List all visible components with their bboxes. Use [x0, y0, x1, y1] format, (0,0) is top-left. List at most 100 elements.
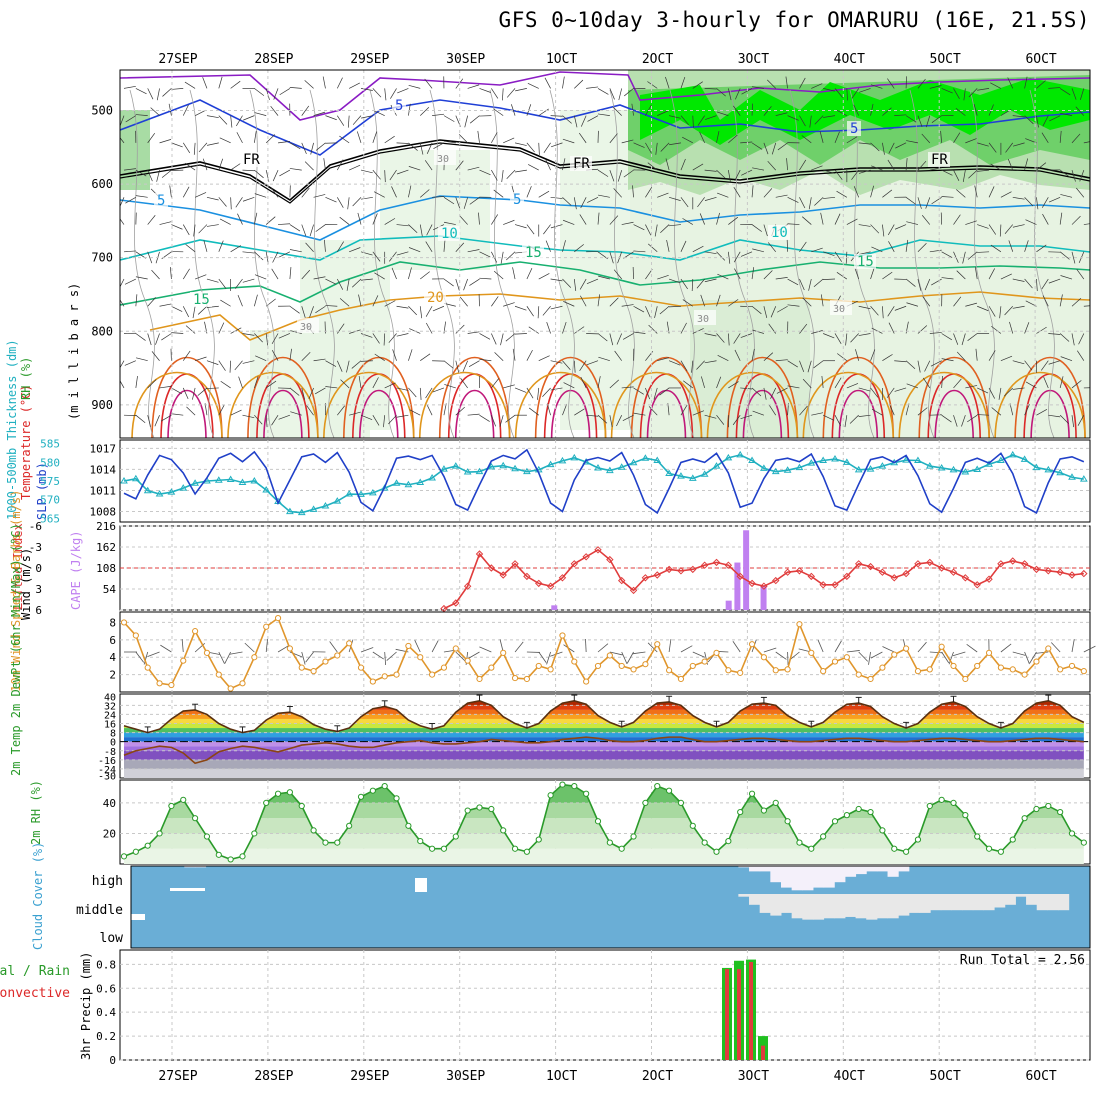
- wind-barb: [767, 79, 776, 89]
- slp-ytick-label: 1017: [90, 442, 117, 455]
- wind-barb: [631, 103, 634, 116]
- wind-barb: [586, 360, 599, 366]
- wind-speed-marker: [286, 645, 293, 652]
- wind-speed-marker: [571, 658, 578, 665]
- lifted-index-marker: [665, 565, 673, 574]
- t2-ylabel: 2m Temp 2m DewPt (6hr Min/Max) (°C): [9, 523, 23, 776]
- surface-wind-barb: [647, 642, 658, 653]
- wind-barb: [858, 333, 871, 336]
- precip-ytick-label: 0.8: [96, 958, 116, 971]
- lifted-index-marker: [949, 568, 958, 576]
- wind-barb: [563, 382, 575, 389]
- lifted-index-marker: [997, 560, 1005, 568]
- wind-barb: [512, 348, 516, 361]
- wind-speed-marker: [500, 649, 507, 656]
- wind-barb: [668, 305, 681, 308]
- wind-barb: [491, 132, 498, 144]
- temp2m-line: [123, 699, 1085, 734]
- contour-label-bg: [694, 310, 716, 325]
- wind-barb: [1024, 158, 1029, 171]
- wind-barb: [668, 224, 681, 227]
- wind-barb: [850, 333, 859, 343]
- wind-barb: [1004, 224, 1014, 234]
- wind-barb: [813, 278, 824, 288]
- lifted-index-marker: [843, 572, 851, 581]
- wind-barb: [844, 415, 848, 428]
- thickness-marker: [1032, 463, 1041, 471]
- ua-ytick-label: 900: [91, 398, 113, 412]
- wind-speed-marker: [144, 664, 151, 671]
- lifted-index-marker: [629, 586, 638, 595]
- thickness-marker: [997, 456, 1005, 463]
- boundary-layer-isotherm: [419, 371, 511, 438]
- middle-cloud-cell: [876, 894, 889, 919]
- wind-barb: [301, 142, 307, 155]
- wind-ytick-label: 4: [109, 651, 116, 664]
- wind-speed-marker: [168, 681, 175, 689]
- wind-barb: [895, 142, 907, 149]
- temp-band: [124, 750, 1084, 760]
- wind-barb: [120, 197, 125, 208]
- wind-barb: [931, 197, 942, 205]
- wind-barb: [351, 278, 362, 288]
- wind-barb: [235, 197, 243, 208]
- wind-barb: [337, 405, 345, 416]
- wind-barb: [182, 387, 189, 400]
- wind-barb: [717, 273, 729, 280]
- wind-barb: [325, 115, 337, 121]
- wind-barb: [965, 302, 978, 307]
- wind-barb: [990, 82, 1002, 89]
- wind-barb: [768, 404, 777, 416]
- contour-label: FR: [573, 156, 590, 172]
- rh2m-marker: [772, 799, 779, 807]
- ua-ylabel-rh: RH (%): [19, 357, 33, 400]
- wind-barb: [802, 378, 812, 389]
- wind-barb: [171, 224, 183, 230]
- lifted-index-marker: [1020, 560, 1029, 568]
- wind-barb: [1071, 215, 1081, 225]
- wind-barb: [538, 355, 550, 362]
- wind-barb: [700, 294, 705, 307]
- wind-barb: [614, 350, 622, 361]
- contour-label: 15: [193, 292, 210, 308]
- rh2m-marker: [239, 853, 246, 860]
- wind-barb: [751, 267, 755, 280]
- cloud-level-label: high: [92, 874, 123, 889]
- wind-barb: [154, 415, 160, 427]
- wind-barb: [820, 294, 824, 307]
- surface-wind-barb: [265, 639, 268, 653]
- wind-speed-marker: [748, 641, 756, 648]
- wind-barb: [424, 160, 433, 171]
- wind-barb: [358, 294, 362, 307]
- wind-barb: [633, 331, 646, 334]
- wind-barb: [197, 387, 208, 396]
- boundary-layer-isotherm: [343, 356, 415, 438]
- wind-barb: [234, 278, 243, 289]
- lifted-index-marker: [452, 599, 460, 607]
- high-cloud-cell: [770, 866, 782, 883]
- lifted-index-marker: [689, 565, 697, 574]
- wind-barb: [777, 305, 788, 313]
- wind-barb: [562, 76, 565, 89]
- wind-barb: [728, 216, 739, 225]
- wind-barb: [220, 380, 231, 389]
- wind-barb: [135, 294, 138, 307]
- contour-label-bg: [522, 245, 544, 260]
- wind-barb: [468, 360, 480, 368]
- wind-barb: [870, 306, 879, 316]
- wind-barb: [506, 251, 516, 261]
- wind-barb: [528, 326, 539, 334]
- wind-speed-marker: [713, 649, 720, 656]
- wind-barb: [1071, 251, 1076, 264]
- wind-barb: [396, 387, 409, 391]
- wind-barb: [526, 104, 532, 116]
- wind-barb: [1000, 355, 1013, 362]
- wind-barb: [537, 306, 540, 319]
- wind-barb: [597, 169, 609, 177]
- wind-barb: [621, 139, 634, 144]
- wind-barb: [443, 221, 456, 225]
- wind-barb: [120, 360, 125, 369]
- wind-barb: [836, 272, 848, 280]
- wind-barb: [680, 76, 686, 89]
- wind-barb: [151, 351, 160, 361]
